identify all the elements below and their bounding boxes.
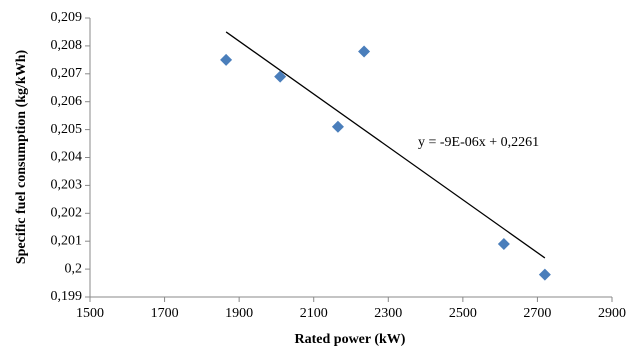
point (220, 53, 233, 66)
y-tick-label: 0,209 (51, 10, 83, 25)
y-axis-title: Specific fuel consumption (kg/kWh) (14, 50, 29, 265)
y-tick-label: 0,207 (51, 66, 83, 81)
y-tick-label: 0,203 (51, 178, 83, 193)
point (331, 120, 344, 133)
point (274, 70, 287, 83)
x-tick-label: 1500 (76, 306, 104, 321)
x-tick-label: 1900 (225, 306, 253, 321)
y-tick-label: 0,201 (51, 233, 83, 248)
y-tick-label: 0,208 (51, 38, 83, 53)
x-tick-label: 2500 (449, 306, 477, 321)
y-tick-label: 0,206 (51, 94, 83, 109)
trendline-equation: y = -9E-06x + 0,2261 (418, 135, 539, 150)
x-tick-label: 2900 (598, 306, 626, 321)
y-tick-label: 0,202 (51, 206, 83, 221)
point (497, 237, 510, 250)
x-tick-label: 2700 (523, 306, 551, 321)
point (358, 45, 371, 58)
y-tick-label: 0,2 (65, 261, 83, 276)
point (538, 268, 551, 281)
x-tick-label: 1700 (151, 306, 179, 321)
x-tick-label: 2300 (374, 306, 402, 321)
y-tick-label: 0,199 (51, 289, 83, 304)
y-tick-label: 0,205 (51, 122, 83, 137)
x-tick-label: 2100 (300, 306, 328, 321)
x-axis-title: Rated power (kW) (295, 332, 406, 347)
trendline (225, 31, 546, 259)
y-tick-label: 0,204 (51, 150, 83, 165)
